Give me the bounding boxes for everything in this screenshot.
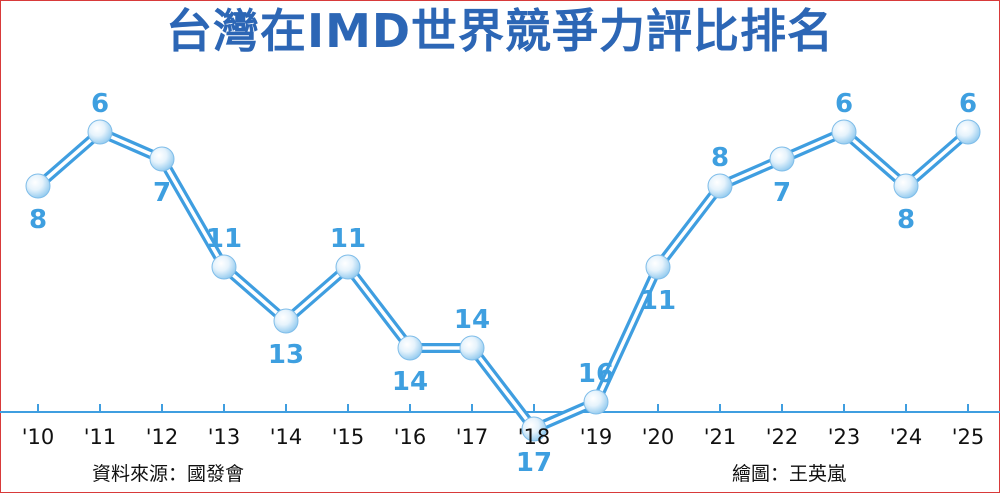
- data-label: 11: [640, 286, 676, 316]
- x-tick-label: '13: [208, 425, 241, 449]
- data-point: [211, 254, 237, 280]
- data-label: 6: [959, 89, 977, 119]
- data-point: [521, 416, 547, 442]
- data-label: 14: [392, 367, 428, 397]
- x-tick-label: '25: [952, 425, 985, 449]
- chart-title: 台灣在IMD世界競爭力評比排名: [165, 4, 835, 58]
- x-tick-label: '10: [22, 425, 55, 449]
- data-label: 8: [897, 205, 915, 235]
- x-tick-label: '19: [580, 425, 613, 449]
- data-point: [87, 119, 113, 145]
- data-label: 6: [91, 89, 109, 119]
- x-tick-label: '24: [890, 425, 923, 449]
- series-line-highlight: [36, 130, 970, 431]
- data-point: [893, 173, 919, 199]
- data-label: 11: [330, 224, 366, 254]
- data-point: [645, 254, 671, 280]
- x-tick-label: '16: [394, 425, 427, 449]
- data-label: 16: [578, 359, 614, 389]
- x-tick-label: '17: [456, 425, 489, 449]
- data-point: [149, 146, 175, 172]
- x-tick-label: '11: [84, 425, 117, 449]
- data-label: 8: [711, 143, 729, 173]
- x-tick-label: '14: [270, 425, 303, 449]
- x-tick-label: '18: [518, 425, 551, 449]
- data-label: 17: [516, 448, 552, 478]
- data-label: 7: [773, 178, 791, 208]
- data-point: [397, 335, 423, 361]
- graphic-credit: 繪圖：王英嵐: [732, 463, 847, 485]
- source-note: 資料來源：國發會: [92, 463, 245, 485]
- data-label: 14: [454, 305, 490, 335]
- data-label: 6: [835, 89, 853, 119]
- x-tick-label: '12: [146, 425, 179, 449]
- x-tick-label: '20: [642, 425, 675, 449]
- data-point: [583, 389, 609, 415]
- data-point: [459, 335, 485, 361]
- data-point: [335, 254, 361, 280]
- series-line: [33, 127, 973, 434]
- data-label: 8: [29, 205, 47, 235]
- data-point: [707, 173, 733, 199]
- data-label: 11: [206, 224, 242, 254]
- data-label: 13: [268, 340, 304, 370]
- x-tick-label: '21: [704, 425, 737, 449]
- data-point: [25, 173, 51, 199]
- data-point: [831, 119, 857, 145]
- data-point: [769, 146, 795, 172]
- x-tick-label: '15: [332, 425, 365, 449]
- data-point: [273, 308, 299, 334]
- data-point: [955, 119, 981, 145]
- data-label: 7: [153, 178, 171, 208]
- x-tick-label: '23: [828, 425, 861, 449]
- x-tick-label: '22: [766, 425, 799, 449]
